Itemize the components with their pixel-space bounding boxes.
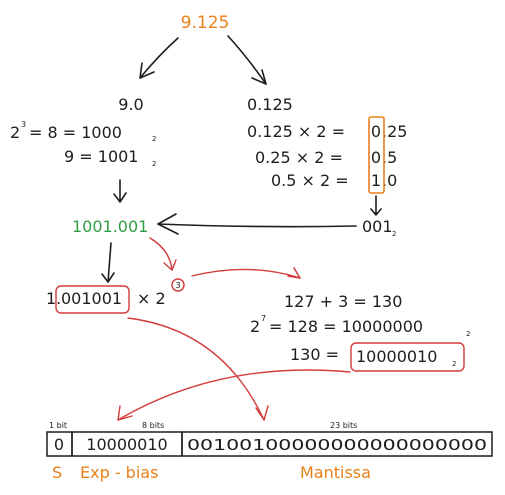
arrow-to-exponent-circle: [149, 237, 173, 271]
exp-final-subscript: 2: [452, 360, 456, 368]
power-subscript: 2: [152, 135, 156, 143]
fraction-step: 0.5 × 2 = 1 .0: [271, 171, 397, 190]
exponent-circle: [171, 278, 185, 292]
exp-caption: Exp - bias: [80, 463, 158, 482]
mantissa-bits-label: 23 bits: [330, 421, 357, 430]
normalized-mantissa: 001001: [61, 289, 122, 308]
fraction-step: 0.25 × 2 = 0 .5: [255, 148, 397, 167]
arrow-to-integer: [139, 37, 179, 79]
exp-power-subscript: 2: [466, 330, 470, 338]
arrow-mantissa-to-field-head: [255, 405, 269, 421]
arrow-integer-down: [113, 179, 127, 203]
fraction-step-digit: 0: [371, 122, 381, 141]
arrow-to-bias-calc-head: [287, 267, 301, 279]
combined-binary: 1001.001: [72, 217, 148, 236]
normalized-lead: 1.: [46, 289, 61, 308]
svg-text:.0: .0: [382, 171, 397, 190]
power-base: 2: [10, 123, 20, 142]
svg-text:.5: .5: [382, 148, 397, 167]
power-exponent: 3: [21, 120, 26, 129]
top-number: 9.125: [181, 13, 230, 33]
sign-bit: 0: [54, 435, 64, 454]
fraction-step: 0.125 × 2 = 0 .25: [247, 122, 407, 141]
arrow-combined-down: [101, 242, 115, 283]
svg-text:0.25 × 2 =: 0.25 × 2 =: [255, 148, 343, 167]
exponent-bits: 10000010: [86, 435, 167, 454]
mantissa-caption: Mantissa: [300, 463, 371, 482]
arrow-to-fraction: [227, 35, 267, 85]
arrow-to-fraction-head: [251, 69, 267, 85]
nine-binary: 9 = 1001: [64, 147, 138, 166]
arrow-fraction-to-combined-head: [157, 213, 179, 235]
arrow-to-exponent-circle-head: [163, 259, 177, 271]
exp-bits-label: 8 bits: [142, 421, 164, 430]
normalized-exponent: 3: [175, 281, 180, 290]
arrow-exponent-to-field: [117, 369, 351, 421]
mantissa-highlight: [55, 285, 130, 314]
svg-text:0.5 × 2 =: 0.5 × 2 =: [271, 171, 349, 190]
exponent-highlight: [350, 342, 465, 372]
fraction-binary: 001: [362, 217, 393, 236]
sign-bits-label: 1 bit: [49, 421, 67, 430]
integer-value: 9.0: [118, 95, 143, 114]
sign-caption: S: [52, 463, 62, 482]
exp-power-exponent: 7: [261, 314, 266, 323]
arrow-fraction-down: [370, 195, 382, 216]
exp-final-boxed: 10000010: [356, 347, 437, 366]
power-rest: = 8 = 1000: [29, 123, 122, 142]
svg-text:0.125 × 2 =: 0.125 × 2 =: [247, 122, 345, 141]
mantissa-field: [181, 431, 493, 457]
arrow-fraction-to-combined: [157, 223, 357, 228]
fraction-step-digit: 0: [371, 148, 381, 167]
bias-sum: 127 + 3 = 130: [284, 292, 402, 311]
normalized-times: × 2: [137, 289, 166, 308]
fraction-binary-subscript: 2: [392, 230, 396, 238]
arrow-mantissa-to-field: [127, 317, 265, 421]
exp-power-base: 2: [250, 317, 260, 336]
integer-digits-highlight: [368, 116, 385, 194]
mantissa-bits: 00100100000000000000000: [187, 436, 487, 454]
arrow-to-integer-head: [139, 62, 155, 79]
arrow-to-bias-calc: [191, 268, 301, 279]
nine-subscript: 2: [152, 160, 156, 168]
exp-final-left: 130 =: [290, 345, 339, 364]
exp-power-rest: = 128 = 10000000: [269, 317, 423, 336]
arrow-exponent-to-field-head: [117, 405, 133, 421]
fraction-value: 0.125: [247, 95, 293, 114]
svg-text:.25: .25: [382, 122, 407, 141]
fraction-step-digit: 1: [371, 171, 381, 190]
